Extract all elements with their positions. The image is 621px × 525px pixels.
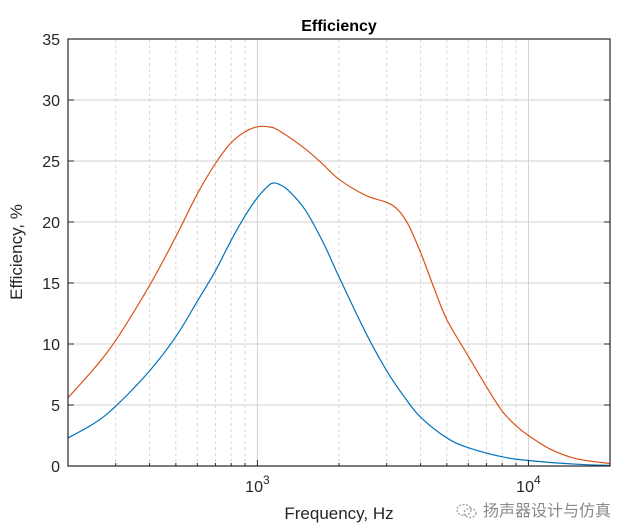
axes-box: [67, 38, 611, 467]
chart-title: Efficiency: [301, 18, 377, 35]
minor-grid: [115, 39, 517, 466]
x-tick-label: 104: [516, 473, 541, 496]
axes: [67, 38, 611, 467]
y-tick-label: 20: [42, 215, 60, 232]
x-tick-label: 103: [245, 473, 270, 496]
y-tick-labels: 0 5 10 15 20 25 30 35: [42, 32, 60, 476]
major-grid: [68, 39, 610, 466]
y-tick-label: 10: [42, 337, 60, 354]
y-tick-label: 5: [51, 398, 60, 415]
y-axis-label: Efficiency, %: [7, 204, 26, 300]
wechat-icon: [456, 503, 478, 519]
x-tick-labels: 103 104: [245, 473, 541, 496]
y-tick-label: 15: [42, 276, 60, 293]
y-tick-label: 35: [42, 32, 60, 49]
x-axis-label: Frequency, Hz: [284, 504, 393, 523]
watermark: 扬声器设计与仿真: [456, 502, 611, 520]
y-tick-label: 30: [42, 93, 60, 110]
series-1-line: [67, 182, 611, 466]
watermark-text: 扬声器设计与仿真: [483, 501, 612, 520]
y-tick-label: 25: [42, 154, 60, 171]
series-layer: [67, 125, 611, 466]
y-tick-label: 0: [51, 459, 60, 476]
series-2-line: [67, 125, 611, 465]
